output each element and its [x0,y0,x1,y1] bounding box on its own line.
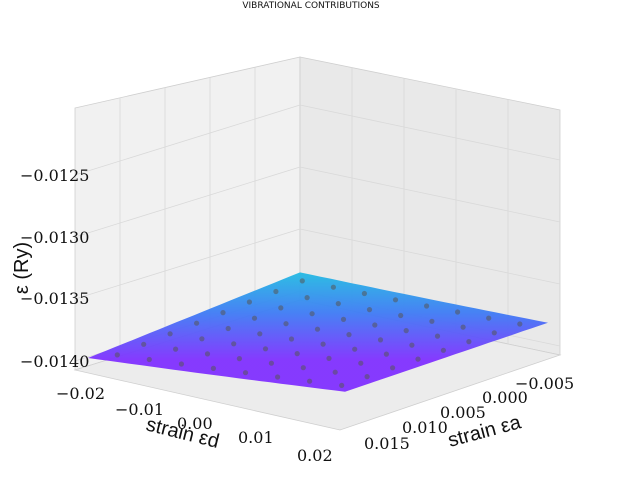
grid-line [74,104,301,176]
sample-point [424,303,430,309]
sample-point [455,309,461,315]
sample-point [335,301,341,307]
sample-point [517,321,523,327]
sample-point [358,360,364,366]
sample-point [194,320,200,326]
sample-point [173,346,179,352]
y-tick-1: 0.010 [402,418,448,437]
sample-point [440,347,446,353]
sample-point [372,322,378,328]
data-points [114,278,523,388]
sample-point [364,374,370,380]
sample-point [339,382,345,388]
sample-point [236,356,242,362]
sample-point [307,378,313,384]
sample-point [304,295,310,301]
y-tick-2: 0.005 [440,403,486,422]
sample-point [361,290,367,297]
sample-point [377,337,384,343]
sample-point [332,369,338,375]
sample-point [141,341,147,347]
z-tick-0: −0.0125 [20,166,89,185]
y-tick-4: −0.005 [515,374,574,393]
grid-line [74,166,301,238]
x-tick-0: −0.02 [56,384,105,403]
sample-point [278,305,284,311]
sample-point [309,311,315,317]
grid-line [74,228,301,300]
sample-point [429,318,435,324]
sample-point [210,365,216,371]
sample-point [204,351,211,357]
sample-point [294,351,300,357]
sample-point [392,297,399,303]
sample-point [409,342,415,348]
sample-point [390,365,396,371]
sample-point [262,346,269,352]
sample-point [146,356,152,363]
sample-point [257,331,263,337]
sample-point [231,341,237,347]
sample-point [251,315,258,321]
sample-point [246,299,252,305]
z-tick-2: −0.0135 [20,289,89,308]
sample-point [403,328,409,334]
sample-point [466,339,472,345]
sample-point [167,331,173,337]
z-tick-1: −0.0130 [20,228,89,247]
sample-point [486,315,492,321]
sample-point [352,346,358,352]
sample-point [460,324,466,330]
sample-point [114,352,120,358]
sample-point [326,355,332,361]
y-tick-3: 0.000 [482,388,528,407]
sample-point [242,370,249,376]
sample-point [330,284,336,290]
sample-point [273,288,279,295]
sample-point [491,330,497,336]
z-axis-label: ε (Ry) [11,242,33,294]
grid-line [299,166,561,223]
sample-point [199,336,205,342]
sample-point [320,341,326,347]
grid-line [299,228,561,285]
y-tick-0: 0.015 [364,434,410,453]
x-tick-2: 0.00 [177,414,213,433]
sample-point [314,326,321,332]
grid-line [299,104,561,161]
sample-point [366,307,373,313]
sample-point [268,360,274,366]
sample-point [415,356,421,362]
sample-point [283,321,289,327]
sample-point [300,365,306,371]
sample-point [383,351,389,357]
x-tick-4: 0.02 [297,446,333,465]
x-tick-3: 0.01 [238,428,274,447]
x-tick-1: −0.01 [115,400,164,419]
z-tick-3: −0.0140 [20,352,89,371]
sample-point [225,325,231,332]
sample-point [275,374,281,380]
chart-title: VIBRATIONAL CONTRIBUTIONS [242,1,380,11]
sample-point [220,310,226,316]
sample-point [434,333,441,339]
sample-point [299,278,305,284]
rainbow-surface [88,272,548,392]
sample-point [346,332,352,338]
sample-point [178,361,184,367]
sample-point [398,312,404,319]
sample-point [288,336,295,342]
sample-point [340,316,347,322]
